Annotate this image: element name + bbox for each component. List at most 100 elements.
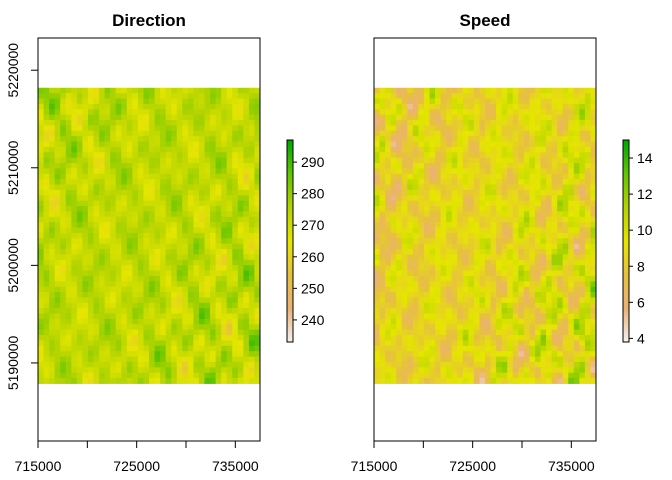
raster-cell [418,184,425,191]
raster-cell [76,136,83,143]
raster-cell [440,302,447,309]
raster-cell [54,259,61,266]
raster-cell [254,324,261,331]
raster-cell [451,125,458,132]
raster-cell [423,238,430,245]
raster-cell [468,200,475,207]
raster-cell [418,238,425,245]
raster-cell [132,195,139,202]
raster-cell [374,179,381,186]
raster-cell [237,87,244,94]
raster-cell [176,195,183,202]
raster-cell [165,163,172,169]
raster-cell [143,265,150,272]
raster-cell [154,125,161,132]
raster-cell [451,281,458,288]
raster-cell [512,163,519,169]
raster-cell [507,125,514,132]
raster-cell [423,232,430,239]
legend-tick-label: 12 [637,186,653,202]
raster-cell [423,259,430,266]
raster-cell [529,146,536,153]
raster-cell [579,200,586,207]
raster-cell [401,313,408,320]
raster-cell [523,281,530,288]
raster-cell [568,109,575,116]
raster-cell [254,318,261,325]
raster-cell [115,93,122,100]
raster-cell [462,329,469,336]
raster-cell [423,109,430,116]
raster-cell [154,356,161,363]
raster-cell [210,378,217,384]
raster-cell [490,195,497,202]
raster-cell [121,324,128,331]
raster-cell [534,367,541,374]
raster-cell [396,313,403,320]
raster-cell [435,125,442,132]
raster-cell [490,254,497,261]
raster-cell [126,114,133,121]
raster-cell [518,372,525,379]
raster-cell [143,378,150,384]
raster-cell [82,184,89,191]
raster-cell [379,184,386,191]
legend-color-step [623,140,629,143]
raster-cell [115,340,122,347]
raster-cell [232,152,239,159]
legend-color-step [287,248,293,252]
raster-cell [176,275,183,282]
legend-color-step [287,162,293,166]
raster-cell [76,232,83,239]
raster-cell [65,211,72,218]
raster-cell [221,168,228,175]
raster-cell [546,297,553,304]
raster-cell [512,98,519,105]
raster-cell [204,98,211,105]
raster-cell [149,313,156,320]
raster-cell [457,211,464,218]
raster-cell [551,292,558,298]
raster-cell [187,329,194,336]
raster-cell [568,222,575,229]
raster-cell [171,372,178,379]
raster-cell [237,168,244,175]
raster-cell [462,93,469,100]
raster-cell [187,254,194,261]
raster-cell [584,141,591,148]
raster-cell [115,189,122,196]
raster-cell [501,227,508,234]
raster-cell [182,286,189,293]
raster-cell [546,324,553,331]
raster-cell [540,308,547,315]
raster-cell [512,324,519,331]
raster-cell [93,367,100,374]
raster-cell [435,136,442,143]
raster-cell [226,98,233,105]
raster-cell [215,109,222,116]
raster-cell [579,254,586,261]
raster-cell [501,211,508,218]
raster-cell [496,179,503,186]
raster-cell [579,211,586,218]
raster-cell [65,324,72,331]
raster-cell [423,302,430,309]
raster-cell [429,189,436,196]
raster-cell [76,98,83,105]
raster-cell [176,200,183,207]
raster-cell [584,227,591,234]
raster-cell [479,281,486,288]
raster-cell [468,249,475,255]
raster-cell [435,340,442,347]
legend-color-step [287,187,293,191]
raster-cell [385,200,392,207]
raster-cell [429,232,436,239]
raster-cell [210,93,217,100]
raster-cell [143,120,150,126]
raster-cell [110,345,117,352]
raster-cell [176,259,183,266]
raster-cell [60,345,67,352]
raster-cell [501,308,508,315]
raster-cell [573,356,580,363]
